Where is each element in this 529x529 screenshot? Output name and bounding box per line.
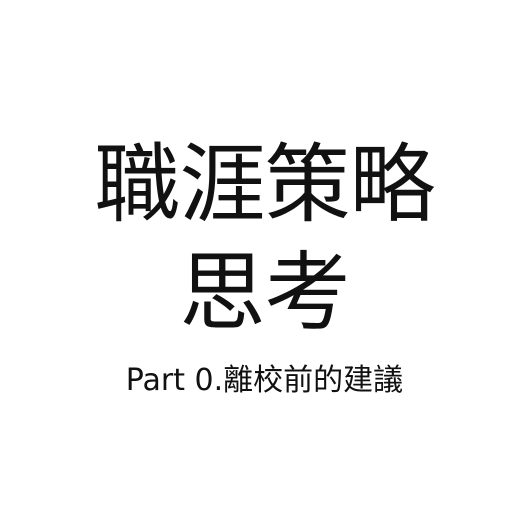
subtitle: Part 0.離校前的建議 [125,363,404,398]
title-line-1: 職涯策略 [94,135,436,235]
title-line-2: 思考 [179,243,351,343]
